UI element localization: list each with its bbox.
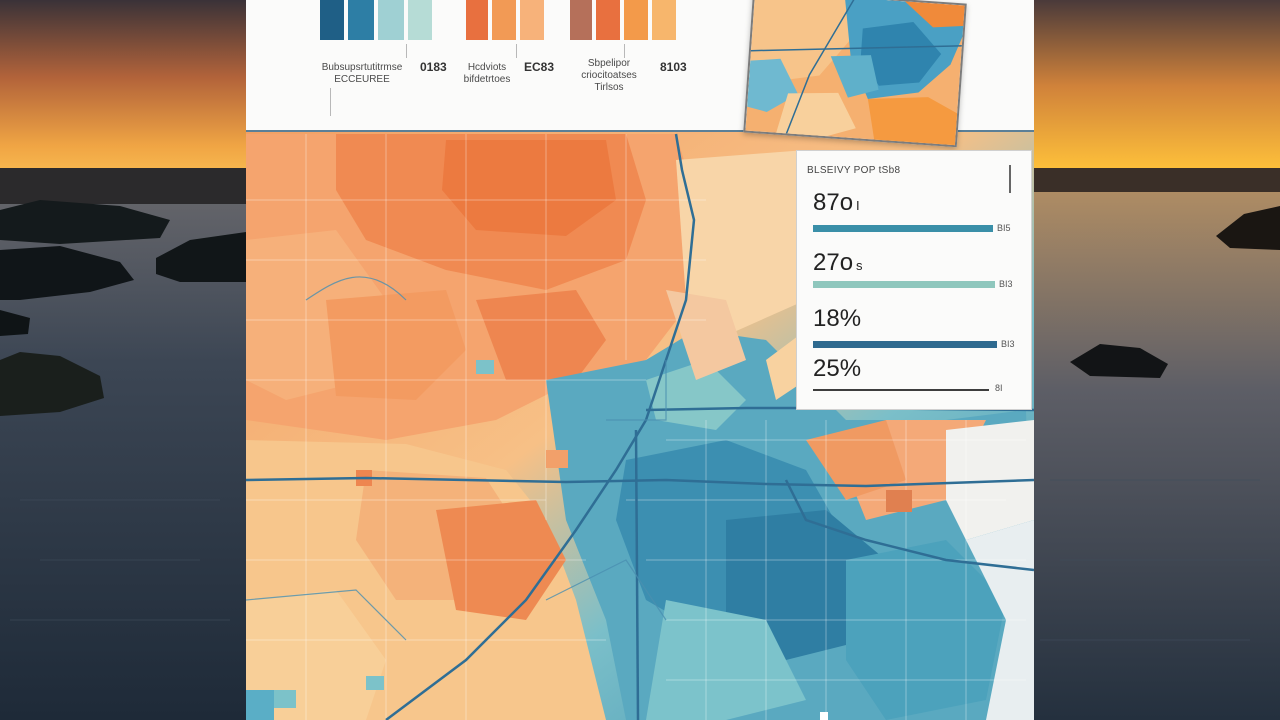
- inset-map-graphic: [745, 0, 967, 148]
- chart-3-label: Sbpelipor criocitoatses Tirlsos: [581, 58, 637, 93]
- stat-value: 18%: [813, 305, 862, 332]
- chart-3-bar: [570, 0, 592, 40]
- stat-end-label: BI3: [999, 279, 1013, 289]
- stat-end-label: 8I: [995, 383, 1003, 393]
- stat-bar: [813, 389, 989, 391]
- chart-1-bar: [348, 0, 374, 40]
- stats-divider: [1009, 165, 1011, 193]
- chart-2-bar: [466, 0, 488, 40]
- chart-3-value: 8103: [660, 60, 687, 74]
- chart-2-bar: [492, 0, 516, 40]
- stat-bar: [813, 341, 997, 348]
- chart-1-value: 0183: [420, 60, 447, 74]
- bottom-marker: [820, 712, 828, 720]
- chart-1-bar: [408, 0, 432, 40]
- stat-value: 25%: [813, 355, 862, 382]
- stat-bar: [813, 281, 995, 288]
- stat-end-label: BI3: [1001, 339, 1015, 349]
- stat-value: 87o I: [813, 189, 860, 216]
- stats-header: BLSEIVY POP tSb8: [807, 165, 901, 176]
- chart-1-bar: [378, 0, 404, 40]
- stats-panel: BLSEIVY POP tSb8 87o I BI5 27o s BI3 18% B…: [796, 150, 1032, 410]
- chart-3-bar: [624, 0, 648, 40]
- chart-3-bar: [596, 0, 620, 40]
- chart-1-label: Bubsupsrtutitrmse ECCEUREE: [321, 62, 403, 85]
- chart-3-bar: [652, 0, 676, 40]
- map-poster: Bubsupsrtutitrmse ECCEUREE 0183 Hcdviots…: [246, 0, 1034, 720]
- stat-end-label: BI5: [997, 223, 1011, 233]
- chart-2-label: Hcdviots bifdetrtoes: [463, 62, 511, 85]
- stat-value: 27o s: [813, 249, 863, 276]
- stat-bar: [813, 225, 993, 232]
- chart-2-value: EC83: [524, 60, 555, 74]
- inset-map[interactable]: [743, 0, 967, 148]
- chart-2-bar: [520, 0, 544, 40]
- chart-1-bar: [320, 0, 344, 40]
- choropleth-map[interactable]: [246, 0, 1034, 720]
